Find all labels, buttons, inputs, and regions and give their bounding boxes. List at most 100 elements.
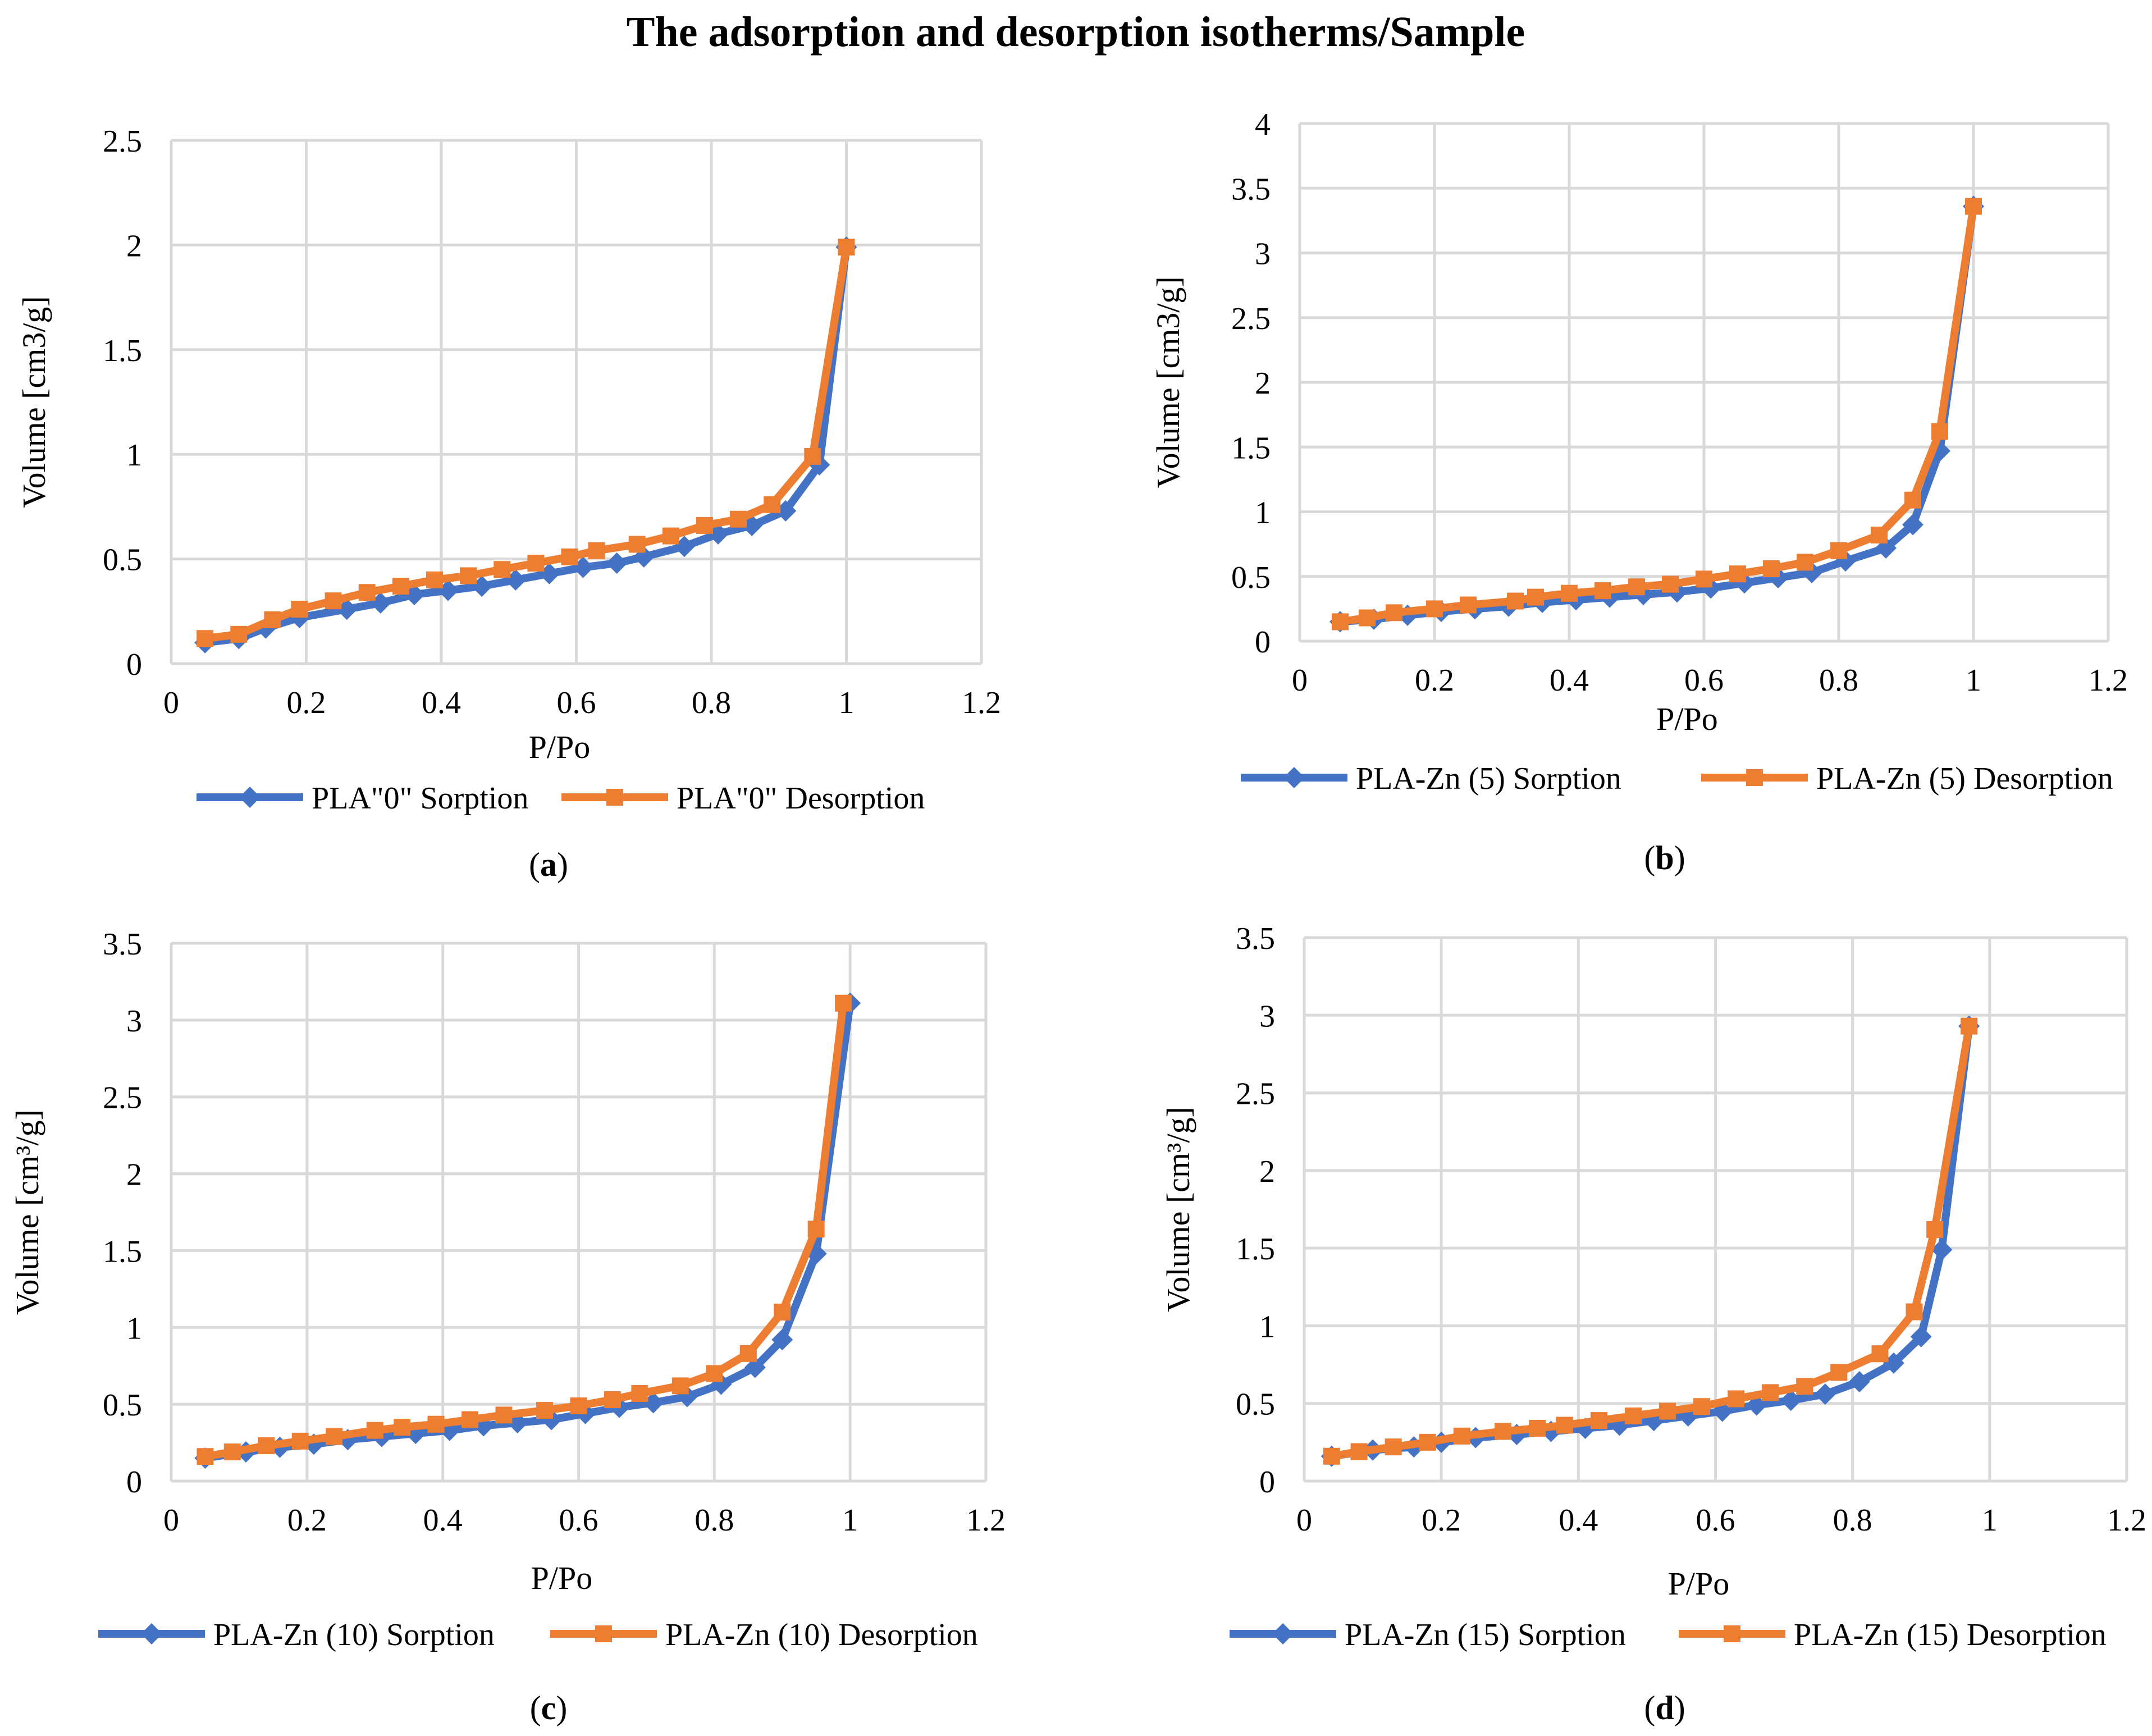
desorption-point bbox=[1830, 542, 1847, 559]
y-axis-label: Volume [cm3/g] bbox=[16, 296, 52, 508]
y-tick-label: 2 bbox=[126, 229, 142, 263]
desorption-point bbox=[628, 536, 646, 553]
series-line-desorption bbox=[1331, 1025, 1973, 1460]
desorption-point bbox=[838, 239, 855, 256]
chart-panel-b: 0 0.5 1 1.5 2 2.5 3 3.5 4 0 0.2 0.4 0.6 0.8 1 1.2 P/Po Vo… bbox=[1150, 107, 2128, 876]
legend-label: PLA-Zn (5) Desorption bbox=[1816, 761, 2113, 796]
desorption-point bbox=[462, 1411, 479, 1428]
x-axis-label: P/Po bbox=[1656, 701, 1718, 737]
x-tick-label: 1 bbox=[1966, 663, 1981, 698]
legend-marker bbox=[595, 1625, 612, 1642]
desorption-point bbox=[1965, 198, 1982, 215]
desorption-point bbox=[1628, 578, 1645, 596]
desorption-point bbox=[1495, 1423, 1512, 1440]
desorption-point bbox=[1556, 1417, 1573, 1434]
y-tick-label: 2.5 bbox=[103, 1081, 142, 1116]
series-line-sorption bbox=[204, 246, 851, 647]
desorption-point bbox=[1460, 596, 1477, 614]
desorption-point bbox=[804, 447, 821, 465]
y-tick-label: 4 bbox=[1255, 107, 1271, 142]
y-tick-label: 0 bbox=[1255, 625, 1271, 660]
y-tick-label: 1.5 bbox=[103, 1234, 142, 1269]
desorption-point bbox=[366, 1422, 383, 1439]
y-tick-label: 3 bbox=[1259, 999, 1275, 1034]
desorption-point bbox=[358, 584, 376, 601]
desorption-point bbox=[1763, 560, 1780, 577]
legend-label: PLA-Zn (10) Sorption bbox=[213, 1618, 495, 1652]
desorption-point bbox=[197, 630, 214, 647]
y-tick-label: 3 bbox=[1255, 237, 1271, 272]
x-tick-label: 0.4 bbox=[1550, 663, 1589, 698]
x-tick-label: 1.2 bbox=[2107, 1503, 2146, 1538]
desorption-point bbox=[494, 561, 511, 578]
series-line-sorption bbox=[1331, 1025, 1973, 1460]
x-tick-label: 0.4 bbox=[422, 686, 461, 720]
y-tick-label: 1 bbox=[1255, 496, 1271, 531]
panel-caption: (d) bbox=[1644, 1689, 1685, 1726]
desorption-point bbox=[662, 527, 679, 545]
y-tick-label: 0 bbox=[126, 647, 142, 682]
y-tick-label: 1 bbox=[126, 1311, 142, 1346]
x-tick-label: 0.2 bbox=[287, 686, 326, 720]
x-tick-label: 0.2 bbox=[287, 1503, 327, 1538]
x-tick-label: 1 bbox=[1982, 1503, 1998, 1538]
legend-marker bbox=[1283, 767, 1305, 788]
desorption-point bbox=[1728, 1390, 1745, 1408]
desorption-point bbox=[631, 1385, 648, 1402]
desorption-point bbox=[1507, 592, 1524, 610]
desorption-point bbox=[1323, 1447, 1340, 1465]
y-tick-label: 2.5 bbox=[1236, 1077, 1275, 1112]
sorption-point bbox=[1902, 514, 1923, 536]
desorption-point bbox=[774, 1303, 791, 1321]
sorption-point bbox=[771, 1329, 793, 1351]
y-tick-label: 0.5 bbox=[1231, 560, 1271, 595]
y-tick-label: 3.5 bbox=[1231, 172, 1271, 207]
legend: PLA"0" Sorption PLA"0" Desorption bbox=[197, 781, 925, 816]
sorption-point bbox=[1767, 567, 1789, 589]
x-axis-label: P/Po bbox=[531, 1560, 593, 1596]
desorption-point bbox=[1961, 1017, 1978, 1035]
x-tick-label: 0.8 bbox=[1819, 663, 1858, 698]
desorption-point bbox=[264, 611, 281, 628]
y-axis-label: Volume [cm3/g] bbox=[1150, 276, 1186, 488]
y-tick-label: 0.5 bbox=[103, 543, 142, 578]
y-tick-label: 1.5 bbox=[1236, 1232, 1275, 1267]
panel-caption: (a) bbox=[529, 846, 568, 883]
desorption-point bbox=[706, 1365, 723, 1382]
desorption-point bbox=[1796, 1378, 1813, 1395]
sorption-point bbox=[1931, 1239, 1953, 1260]
legend: PLA-Zn (15) Sorption PLA-Zn (15) Desorpti… bbox=[1230, 1618, 2107, 1652]
x-tick-label: 0 bbox=[1296, 1503, 1312, 1538]
y-tick-label: 2 bbox=[1255, 366, 1271, 401]
legend-label: PLA-Zn (15) Sorption bbox=[1345, 1618, 1626, 1652]
x-tick-label: 0.8 bbox=[695, 1503, 734, 1538]
x-tick-label: 0.8 bbox=[1833, 1503, 1872, 1538]
y-tick-label: 2.5 bbox=[103, 124, 142, 159]
desorption-point bbox=[1871, 526, 1888, 543]
desorption-point bbox=[1453, 1427, 1470, 1445]
desorption-point bbox=[807, 1221, 825, 1238]
desorption-point bbox=[1385, 1438, 1402, 1456]
legend-marker bbox=[1724, 1625, 1740, 1642]
desorption-point bbox=[326, 1428, 343, 1445]
sorption-point bbox=[1910, 1326, 1932, 1347]
desorption-point bbox=[739, 1345, 757, 1362]
chart-panel-a: 0 0.5 1 1.5 2 2.5 0 0.2 0.4 0.6 0.8 1 1.2 P/Po Volume … bbox=[16, 124, 1001, 883]
y-tick-label: 0 bbox=[126, 1465, 142, 1500]
desorption-point bbox=[1762, 1384, 1779, 1401]
desorption-point bbox=[460, 567, 477, 584]
y-tick-label: 2 bbox=[1259, 1154, 1275, 1189]
y-tick-label: 0 bbox=[1259, 1465, 1275, 1500]
desorption-point bbox=[1926, 1221, 1944, 1238]
panel-caption: (b) bbox=[1644, 839, 1685, 876]
desorption-point bbox=[730, 510, 747, 528]
chart-panel-d: 0 0.5 1 1.5 2 2.5 3 3.5 0 0.2 0.4 0.6 0.8 1 1.2 P/Po Vol… bbox=[1160, 921, 2146, 1726]
legend-marker bbox=[1272, 1623, 1294, 1644]
y-tick-label: 1.5 bbox=[103, 334, 142, 368]
desorption-point bbox=[1693, 1398, 1711, 1415]
legend-label: PLA"0" Desorption bbox=[677, 781, 925, 816]
y-tick-label: 2 bbox=[126, 1158, 142, 1193]
desorption-point bbox=[1426, 600, 1443, 618]
sorption-point bbox=[1814, 1383, 1836, 1405]
